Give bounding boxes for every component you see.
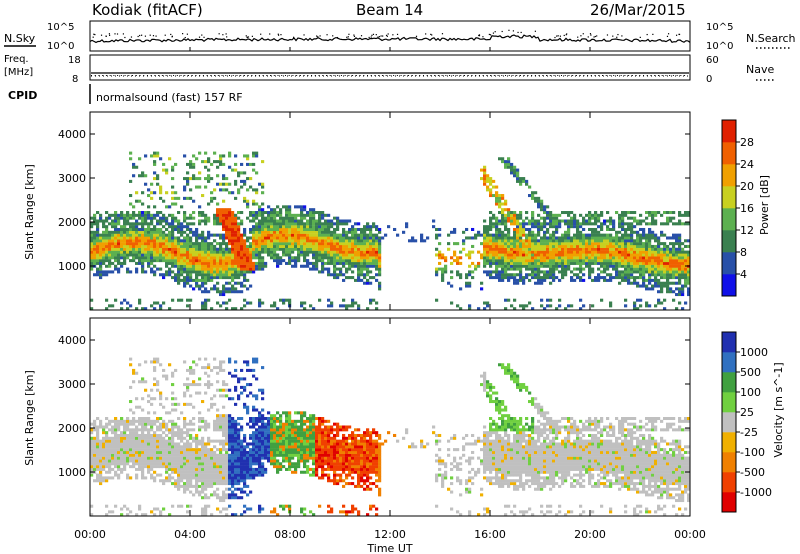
nave-tick-60: 60 <box>706 55 719 66</box>
power-colorbar: 4 8 12 16 20 24 28 <box>721 119 754 297</box>
y-tick-label: 1000 <box>58 260 86 273</box>
noise-tick-bottom-right: 10^0 <box>706 41 733 52</box>
power-colorbar-tick: 12 <box>740 224 754 237</box>
nsky-label: N.Sky <box>4 32 36 45</box>
x-tick-label: 08:00 <box>274 528 306 541</box>
velocity-colorbar-tick: 1000 <box>740 346 768 359</box>
cpid-panel: CPID normalsound (fast) 157 RF <box>8 84 243 104</box>
x-tick-label: 00:00 <box>674 528 706 541</box>
velocity-panel: 1000 2000 3000 4000 Slant Range [km] 1000 50… <box>23 317 785 517</box>
noise-tick-top-right: 10^5 <box>706 22 733 33</box>
station-title: Kodiak (fitACF) <box>92 1 203 19</box>
velocity-heatmap <box>90 357 691 517</box>
velocity-colorbar-label: Velocity [m s^-1] <box>772 362 785 457</box>
beam-title: Beam 14 <box>356 1 423 19</box>
x-tick-label: 16:00 <box>474 528 506 541</box>
y-tick-label: 3000 <box>58 172 86 185</box>
power-colorbar-tick: 16 <box>740 202 754 215</box>
y-tick-label: 1000 <box>58 466 86 479</box>
y-tick-label: 4000 <box>58 128 86 141</box>
velocity-colorbar-tick: -1000 <box>740 486 772 499</box>
velocity-colorbar-tick: 100 <box>740 386 761 399</box>
power-colorbar-tick: 4 <box>740 268 747 281</box>
y-tick-label: 2000 <box>58 422 86 435</box>
cpid-label: CPID <box>8 89 37 102</box>
y-tick-label: 4000 <box>58 334 86 347</box>
cpid-text: normalsound (fast) 157 RF <box>96 91 243 104</box>
date-title: 26/Mar/2015 <box>590 1 686 19</box>
time-axis-label: Time UT <box>366 542 412 554</box>
power-colorbar-tick: 24 <box>740 158 754 171</box>
noise-panel: 10^5 10^0 10^5 10^0 N.Sky N.Search <box>4 20 796 52</box>
velocity-colorbar: 1000 500 100 25 -25 -100 -500 -1000 <box>721 331 772 513</box>
x-tick-label: 20:00 <box>574 528 606 541</box>
noise-tick-top-left: 10^5 <box>47 22 74 33</box>
frequency-panel: Freq. [MHz] 18 8 60 0 Nave <box>4 54 775 85</box>
velocity-colorbar-tick: -500 <box>740 466 765 479</box>
velocity-colorbar-tick: 25 <box>740 406 754 419</box>
nave-tick-0: 0 <box>706 74 712 85</box>
velocity-colorbar-tick: -100 <box>740 446 765 459</box>
noise-tick-bottom-left: 10^0 <box>47 41 74 52</box>
x-tick-label: 04:00 <box>174 528 206 541</box>
power-colorbar-tick: 20 <box>740 180 754 193</box>
power-y-axis: 1000 2000 3000 4000 <box>58 128 690 273</box>
y-tick-label: 3000 <box>58 378 86 391</box>
power-panel: 1000 2000 3000 4000 Slant Range [km] 4 8 12 16… <box>23 111 771 311</box>
power-colorbar-label: Power [dB] <box>758 175 771 235</box>
nave-label: Nave <box>746 63 774 76</box>
freq-tick-18: 18 <box>68 55 81 66</box>
x-tick-label: 00:00 <box>74 528 106 541</box>
x-tick-label: 12:00 <box>374 528 406 541</box>
y-tick-label: 2000 <box>58 216 86 229</box>
nsearch-label: N.Search <box>746 32 796 45</box>
freq-unit-label: [MHz] <box>4 67 33 78</box>
noise-series <box>89 34 691 44</box>
freq-tick-8: 8 <box>72 74 78 85</box>
power-colorbar-tick: 28 <box>740 136 754 149</box>
noise-search-series <box>92 29 681 39</box>
time-axis: 00:00 04:00 08:00 12:00 16:00 20:00 00:00 <box>74 47 706 541</box>
power-colorbar-tick: 8 <box>740 246 747 259</box>
velocity-colorbar-tick: 500 <box>740 366 761 379</box>
velocity-y-axis: 1000 2000 3000 4000 <box>58 334 690 479</box>
power-heatmap <box>90 151 691 311</box>
velocity-y-label: Slant Range [km] <box>23 370 36 466</box>
power-y-label: Slant Range [km] <box>23 164 36 260</box>
velocity-colorbar-tick: -25 <box>740 426 758 439</box>
freq-label: Freq. <box>4 54 29 65</box>
